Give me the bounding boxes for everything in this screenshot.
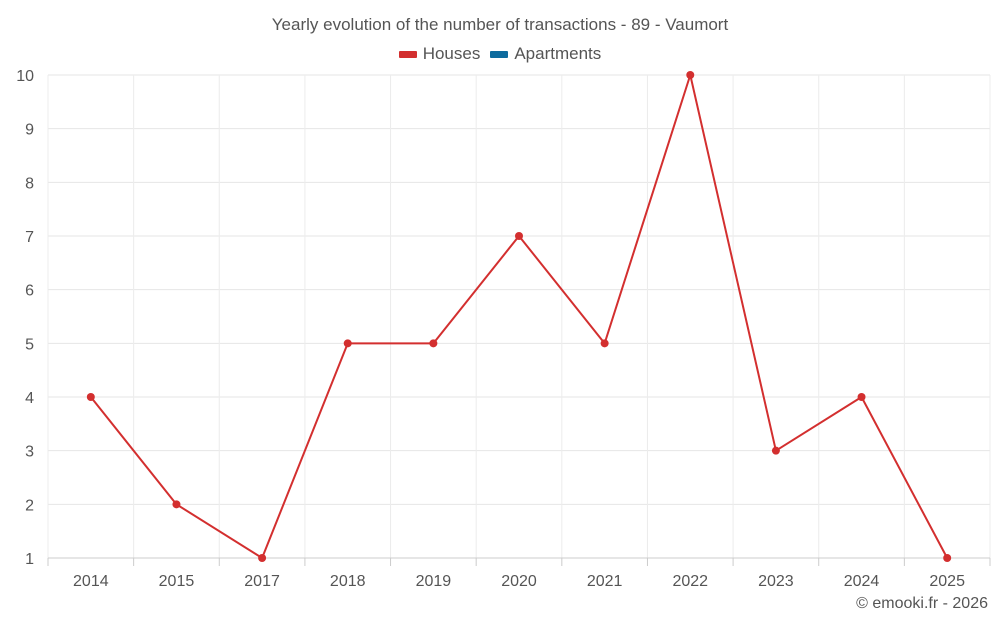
legend-item-houses[interactable]: Houses: [398, 44, 481, 64]
data-point-houses: [857, 393, 866, 401]
x-tick-label: 2022: [672, 573, 708, 590]
y-tick-label: 10: [16, 68, 34, 85]
y-tick-label: 4: [25, 390, 34, 407]
y-tick-label: 5: [25, 336, 34, 353]
data-point-houses: [86, 393, 95, 401]
x-tick-label: 2020: [501, 573, 537, 590]
data-point-houses: [771, 446, 780, 455]
x-tick-label: 2018: [330, 573, 366, 590]
y-tick-label: 6: [25, 283, 34, 300]
y-tick-label: 7: [25, 229, 34, 246]
legend-label-apartments: Apartments: [514, 44, 602, 63]
x-tick-label: 2015: [159, 573, 195, 590]
data-point-houses: [172, 500, 181, 509]
x-tick-label: 2014: [73, 573, 109, 590]
data-point-houses: [515, 232, 523, 240]
y-tick-label: 2: [25, 497, 34, 514]
x-tick-label: 2023: [758, 573, 794, 590]
y-tick-label: 3: [25, 444, 34, 461]
legend-swatch-houses: [398, 50, 417, 58]
legend-label-houses: Houses: [422, 44, 481, 63]
legend-item-apartments[interactable]: Apartments: [490, 44, 601, 64]
data-point-houses: [943, 554, 952, 562]
x-tick-label: 2025: [929, 573, 965, 590]
x-tick-label: 2017: [244, 573, 280, 590]
data-point-houses: [600, 339, 609, 348]
credit-text: © emooki.fr - 2026: [856, 595, 988, 612]
y-tick-label: 8: [25, 175, 34, 192]
chart-title: Yearly evolution of the number of transa…: [271, 15, 729, 34]
y-tick-label: 1: [25, 551, 34, 568]
x-tick-label: 2021: [587, 573, 623, 590]
legend-swatch-apartments: [490, 50, 509, 58]
x-tick-label: 2024: [844, 573, 880, 590]
x-tick-label: 2019: [416, 573, 452, 590]
chart-legend: Houses Apartments: [0, 44, 1000, 64]
data-point-houses: [686, 71, 695, 79]
data-point-houses: [429, 339, 438, 348]
y-tick-label: 9: [25, 122, 34, 139]
data-point-houses: [343, 339, 352, 348]
data-point-houses: [258, 554, 267, 562]
